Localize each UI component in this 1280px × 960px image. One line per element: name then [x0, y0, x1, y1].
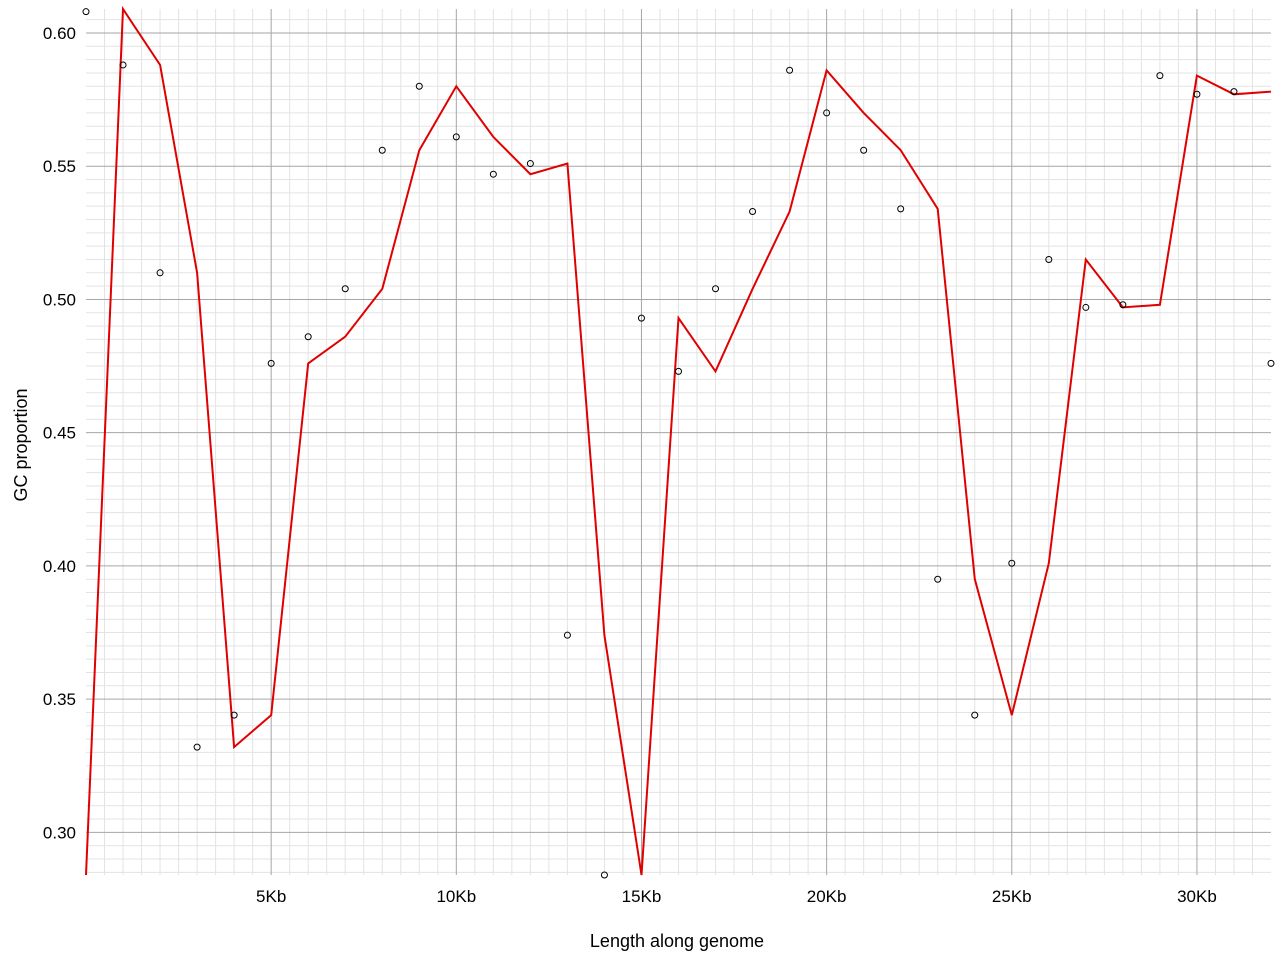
data-point: [193, 743, 201, 751]
data-point: [600, 871, 608, 879]
y-tick-label: 0.55: [43, 157, 76, 176]
data-point: [1267, 359, 1275, 367]
data-point: [526, 160, 534, 168]
data-point: [1230, 88, 1238, 96]
data-point: [267, 359, 275, 367]
data-point: [156, 269, 164, 277]
data-point: [637, 314, 645, 322]
x-tick-label: 30Kb: [1177, 887, 1217, 906]
major-gridlines: [86, 9, 1271, 875]
data-point: [1082, 303, 1090, 311]
data-point: [304, 333, 312, 341]
data-point: [341, 285, 349, 293]
data-point: [119, 61, 127, 69]
data-point: [378, 146, 386, 154]
y-axis-ticks: 0.30 0.35 0.40 0.45 0.50 0.55 0.60: [43, 24, 76, 842]
data-point: [1008, 559, 1016, 567]
data-point: [786, 66, 794, 74]
data-point: [1119, 301, 1127, 309]
data-point: [897, 205, 905, 213]
data-point: [230, 711, 238, 719]
x-tick-label: 20Kb: [807, 887, 847, 906]
data-point: [452, 133, 460, 141]
x-axis-title: Length along genome: [590, 931, 764, 951]
x-axis-ticks: 5Kb 10Kb 15Kb 20Kb 25Kb 30Kb: [256, 887, 1217, 906]
data-point: [675, 367, 682, 375]
data-point: [1193, 90, 1201, 98]
y-tick-label: 0.50: [43, 290, 76, 309]
gc-point-series: [82, 8, 1275, 879]
data-point: [563, 631, 571, 639]
data-point: [82, 8, 90, 16]
data-point: [749, 208, 757, 216]
x-tick-label: 5Kb: [256, 887, 286, 906]
y-tick-label: 0.60: [43, 24, 76, 43]
y-tick-label: 0.40: [43, 557, 76, 576]
x-tick-label: 10Kb: [436, 887, 476, 906]
gc-line-series: [85, 5, 1272, 876]
data-point: [415, 82, 423, 90]
x-tick-label: 25Kb: [992, 887, 1032, 906]
data-point: [971, 711, 979, 719]
data-point: [823, 109, 831, 117]
data-point: [860, 146, 868, 154]
y-tick-label: 0.30: [43, 823, 76, 842]
x-tick-label: 15Kb: [622, 887, 662, 906]
gc-line: [85, 5, 1272, 876]
y-tick-label: 0.35: [43, 690, 76, 709]
data-point: [489, 170, 497, 178]
y-axis-title: GC proportion: [11, 388, 31, 501]
data-point: [1045, 255, 1053, 263]
y-tick-label: 0.45: [43, 424, 76, 443]
data-point: [712, 285, 720, 293]
data-point: [934, 575, 942, 583]
data-point: [1156, 72, 1164, 80]
minor-gridlines: [86, 9, 1271, 875]
